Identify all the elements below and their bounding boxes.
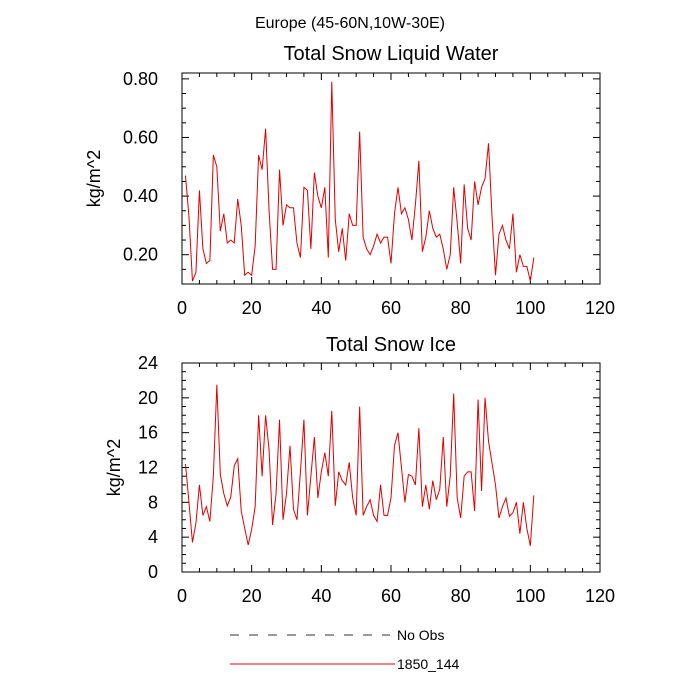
figure-title: Europe (45-60N,10W-30E) bbox=[255, 15, 445, 32]
x-tick-label: 100 bbox=[515, 586, 545, 606]
x-tick-label: 20 bbox=[242, 298, 262, 318]
x-tick-label: 20 bbox=[242, 586, 262, 606]
plot-frame bbox=[181, 362, 601, 573]
x-tick-label: 40 bbox=[311, 298, 331, 318]
y-tick-label: 0.60 bbox=[123, 127, 158, 147]
x-tick-label: 100 bbox=[515, 298, 545, 318]
x-tick-label: 0 bbox=[177, 586, 187, 606]
y-tick-label: 24 bbox=[138, 353, 158, 373]
x-tick-label: 60 bbox=[381, 586, 401, 606]
x-tick-label: 80 bbox=[451, 586, 471, 606]
plot-frame bbox=[181, 72, 601, 285]
x-tick-label: 0 bbox=[177, 298, 187, 318]
chart-title: Total Snow Ice bbox=[326, 334, 456, 356]
x-tick-label: 120 bbox=[585, 298, 615, 318]
y-axis-label: kg/m^2 bbox=[104, 439, 124, 496]
chart-panel-0: Total Snow Liquid Water 0 20 40 60 80 100 120 0.… bbox=[84, 43, 615, 318]
y-tick-label: 0.80 bbox=[123, 69, 158, 89]
legend-label-no-obs: No Obs bbox=[397, 627, 444, 643]
x-tick-label: 120 bbox=[585, 586, 615, 606]
x-tick-label: 60 bbox=[381, 298, 401, 318]
y-tick-label: 4 bbox=[148, 527, 158, 547]
legend: No Obs 1850_144 bbox=[230, 627, 460, 672]
y-tick-label: 0.20 bbox=[123, 245, 158, 265]
x-tick-label: 80 bbox=[451, 298, 471, 318]
y-tick-label: 20 bbox=[138, 388, 158, 408]
y-tick-label: 12 bbox=[138, 458, 158, 478]
x-tick-label: 40 bbox=[311, 586, 331, 606]
chart-panel-1: Total Snow Ice 0 20 40 60 80 100 120 0 4 8 12 16 20 24… bbox=[104, 334, 615, 606]
series-line-1850_144 bbox=[184, 81, 535, 282]
series-line-1850_144 bbox=[184, 384, 535, 546]
y-tick-label: 0.40 bbox=[123, 186, 158, 206]
y-axis-label: kg/m^2 bbox=[84, 150, 104, 207]
y-tick-label: 16 bbox=[138, 423, 158, 443]
chart-title: Total Snow Liquid Water bbox=[284, 43, 499, 65]
y-tick-label: 0 bbox=[148, 562, 158, 582]
legend-label-1850-144: 1850_144 bbox=[397, 656, 460, 672]
y-tick-label: 8 bbox=[148, 492, 158, 512]
